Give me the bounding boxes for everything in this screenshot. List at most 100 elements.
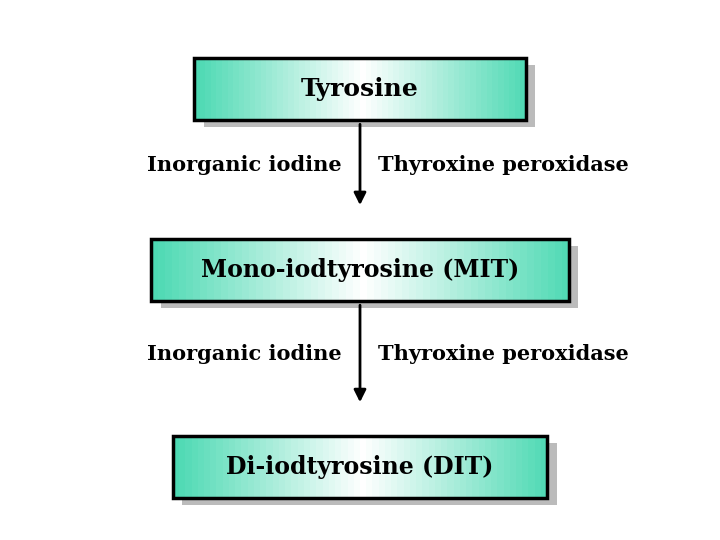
Bar [338, 58, 343, 120]
Bar [172, 239, 179, 301]
Text: Mono-iodtyrosine (MIT): Mono-iodtyrosine (MIT) [201, 258, 519, 282]
Text: Thyroxine peroxidase: Thyroxine peroxidase [378, 343, 629, 364]
Bar [485, 436, 491, 498]
Bar [294, 58, 300, 120]
Bar [409, 239, 415, 301]
Bar [321, 58, 327, 120]
Bar [261, 58, 266, 120]
Bar [300, 58, 305, 120]
Bar [256, 239, 263, 301]
Bar [271, 58, 277, 120]
Bar [329, 436, 335, 498]
Bar [360, 436, 366, 498]
Bar [343, 58, 349, 120]
Bar [248, 239, 256, 301]
Bar [288, 58, 294, 120]
Bar [515, 58, 520, 120]
Bar [522, 436, 528, 498]
Bar [210, 436, 217, 498]
Bar [200, 58, 205, 120]
Bar [211, 58, 217, 120]
Bar [360, 239, 367, 301]
Bar [310, 436, 316, 498]
Bar [179, 436, 185, 498]
Bar [228, 58, 233, 120]
Bar [266, 58, 271, 120]
Bar [516, 436, 522, 498]
Bar [323, 436, 329, 498]
Bar [385, 436, 391, 498]
Bar [221, 239, 228, 301]
Bar [435, 436, 441, 498]
Bar [428, 436, 435, 498]
Bar [402, 239, 409, 301]
Bar [277, 58, 283, 120]
Bar [404, 58, 410, 120]
Bar [214, 239, 221, 301]
Bar [444, 239, 451, 301]
Bar [382, 58, 387, 120]
Bar [318, 239, 325, 301]
Bar [360, 58, 366, 120]
Bar [472, 436, 479, 498]
Bar [510, 436, 516, 498]
Bar [254, 436, 260, 498]
Bar [276, 239, 284, 301]
Bar [269, 239, 276, 301]
Bar [266, 436, 273, 498]
Bar [185, 436, 192, 498]
Bar [513, 239, 520, 301]
Bar [472, 239, 478, 301]
Bar [527, 239, 534, 301]
Bar [459, 58, 465, 120]
Bar [454, 436, 460, 498]
Bar [541, 436, 547, 498]
Bar [228, 239, 235, 301]
Bar [229, 436, 235, 498]
Bar [476, 58, 482, 120]
Bar [432, 58, 437, 120]
Bar [423, 436, 428, 498]
Bar [443, 58, 449, 120]
Bar [520, 239, 527, 301]
Bar [399, 58, 404, 120]
FancyBboxPatch shape [204, 65, 535, 127]
Text: Inorganic iodine: Inorganic iodine [148, 343, 342, 364]
Bar [426, 58, 432, 120]
Bar [498, 58, 503, 120]
Bar [193, 239, 200, 301]
Bar [179, 239, 186, 301]
Bar [205, 58, 211, 120]
Bar [297, 436, 304, 498]
Bar [487, 58, 492, 120]
Bar [353, 239, 360, 301]
Bar [198, 436, 204, 498]
Bar [449, 58, 454, 120]
Bar [451, 239, 457, 301]
Bar [354, 58, 360, 120]
Bar [316, 436, 323, 498]
Bar [562, 239, 569, 301]
Bar [447, 436, 454, 498]
Bar [165, 239, 172, 301]
Bar [158, 239, 165, 301]
Bar [151, 239, 158, 301]
Bar [348, 436, 354, 498]
Bar [470, 58, 476, 120]
Bar [260, 436, 266, 498]
Bar [284, 239, 290, 301]
Bar [534, 239, 541, 301]
Bar [371, 58, 377, 120]
Bar [374, 239, 381, 301]
Bar [354, 436, 360, 498]
Bar [279, 436, 285, 498]
Bar [241, 436, 248, 498]
Bar [349, 58, 354, 120]
Bar [410, 58, 415, 120]
Bar [325, 239, 332, 301]
Bar [341, 436, 348, 498]
Bar [388, 239, 395, 301]
Bar [285, 436, 292, 498]
Bar [437, 58, 443, 120]
Bar [379, 436, 385, 498]
